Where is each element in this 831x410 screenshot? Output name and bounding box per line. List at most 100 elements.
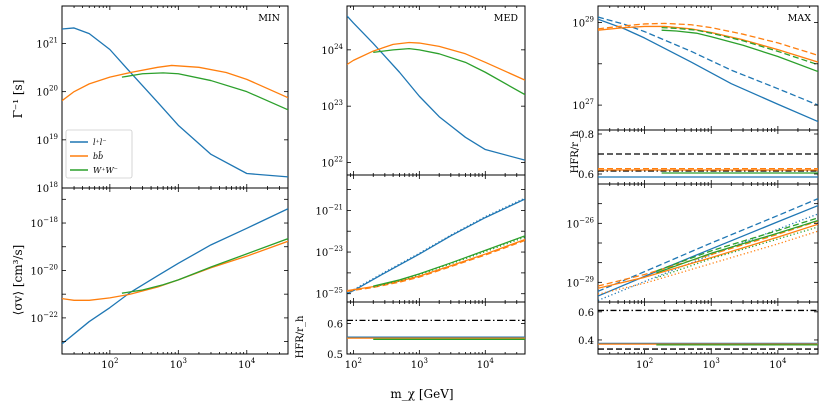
ylabel-hfr-med: HFR/r_h [295, 315, 306, 358]
series-med-decay-1 [347, 41, 525, 81]
xtick-label-med-hfr-0-base: 10 [345, 360, 358, 371]
ytick-label-min-sigma-1-exp: −20 [43, 263, 58, 271]
ytick-label-med-sigma-2-base: 10 [315, 206, 328, 217]
series-max-sigma-6 [656, 219, 818, 274]
ytick-label-med-sigma-2: 10−21 [315, 203, 343, 217]
ytick-label-min-decay-1-exp: 19 [49, 133, 58, 141]
series-max-sigma-3 [598, 223, 818, 289]
ytick-label-min-sigma-1-base: 10 [30, 266, 43, 277]
legend-label-ll: l⁺l⁻ [93, 138, 107, 147]
xtick-label-med-hfr-2-exp: 4 [489, 357, 494, 365]
ytick-label-max-decay-0-exp: 27 [585, 98, 594, 106]
ytick-label-max-hfr-bottom-0-base: 0.4 [578, 336, 594, 347]
xtick-label-max-hfr-bottom-1-exp: 3 [715, 357, 719, 365]
series-max-sigma-7 [656, 217, 818, 272]
ytick-label-med-sigma-0-exp: −25 [328, 287, 343, 295]
ytick-label-min-decay-3: 1021 [36, 36, 58, 50]
ytick-label-max-sigma-1-exp: −26 [579, 216, 594, 224]
ytick-label-min-decay-0-base: 10 [36, 184, 49, 195]
ytick-label-med-decay-0-exp: 22 [334, 156, 343, 164]
ytick-label-min-sigma-0-base: 10 [30, 314, 43, 325]
series-min-decay-2 [121, 72, 288, 111]
series-max-sigma-8 [656, 226, 818, 279]
ytick-label-min-sigma-2: 10−18 [30, 216, 58, 230]
series-med-decay-2 [373, 47, 525, 96]
xtick-label-med-hfr-2: 104 [477, 357, 495, 371]
ytick-label-min-decay-3-exp: 21 [49, 36, 58, 44]
xtick-label-min-sigma-2-base: 10 [238, 360, 251, 371]
series-min-sigma-0 [62, 208, 288, 345]
ytick-label-min-decay-0-exp: 18 [49, 181, 58, 189]
xtick-label-max-hfr-bottom-0-exp: 2 [649, 357, 653, 365]
ytick-label-max-hfr-bottom-1: 0.6 [578, 308, 594, 319]
series-max-sigma-2 [598, 213, 818, 302]
xtick-label-max-hfr-bottom-1: 103 [703, 357, 720, 371]
ytick-label-max-hfr-bottom-1-base: 0.6 [578, 308, 594, 319]
ylabel-decay: Γ⁻¹ [s] [11, 80, 25, 119]
xtick-label-max-hfr-bottom-0: 102 [636, 357, 653, 371]
series-min-sigma-1 [62, 240, 288, 301]
panel-max-hfr: 0.6 0.8 [578, 130, 819, 184]
ytick-label-min-decay-1-base: 10 [36, 136, 49, 147]
ylabel-sigma: ⟨σv⟩ [cm³/s] [11, 245, 25, 316]
ytick-label-max-decay-0-base: 10 [572, 101, 585, 112]
ytick-label-max-decay-0: 1027 [572, 98, 594, 112]
ytick-label-min-sigma-2-exp: −18 [43, 216, 58, 224]
ytick-label-med-hfr-0-base: 0.5 [327, 350, 343, 361]
ytick-label-min-decay-2-exp: 20 [49, 85, 58, 93]
ytick-label-max-decay-1-base: 10 [572, 18, 585, 29]
series-med-sigma-3 [347, 239, 525, 292]
series-med-sigma-4 [373, 235, 525, 287]
xtick-label-max-hfr-bottom-1-base: 10 [703, 360, 716, 371]
ytick-label-med-decay-0-base: 10 [321, 159, 334, 170]
xtick-label-min-sigma-2: 104 [238, 357, 256, 371]
ytick-label-max-sigma-0-base: 10 [566, 278, 579, 289]
xtick-label-min-sigma-0: 102 [101, 357, 118, 371]
legend: l⁺l⁻ bb̄ W⁺W⁻ [65, 129, 133, 179]
ylabel-hfr-max: HFR/r_h [570, 130, 581, 173]
ytick-label-med-decay-1: 1023 [321, 99, 343, 113]
series-max-decay-0 [598, 18, 818, 123]
ytick-label-max-hfr-0: 0.6 [578, 170, 594, 181]
plot-layer: 1018101910201021102210231024102710290.60… [30, 6, 819, 371]
xtick-label-med-hfr-2-base: 10 [477, 360, 490, 371]
xtick-label-med-hfr-1-exp: 3 [423, 357, 427, 365]
ytick-label-min-sigma-0: 10−22 [30, 311, 58, 325]
ytick-label-min-sigma-1: 10−20 [30, 263, 58, 277]
ytick-label-max-sigma-1-base: 10 [566, 219, 579, 230]
ytick-label-min-sigma-2-base: 10 [30, 219, 43, 230]
ytick-label-max-sigma-0: 10−29 [566, 275, 594, 289]
ytick-label-med-decay-2-exp: 24 [334, 43, 343, 51]
legend-label-ww: W⁺W⁻ [93, 166, 118, 175]
panel-title-max: MAX [788, 13, 812, 24]
ytick-label-max-decay-1: 1029 [572, 15, 594, 29]
panel-title-med: MED [494, 13, 519, 24]
xtick-label-med-hfr-1-base: 10 [411, 360, 424, 371]
ytick-label-min-decay-3-base: 10 [36, 39, 49, 50]
ytick-label-min-decay-2: 1020 [36, 85, 58, 99]
panel-med-hfr-frame [346, 301, 526, 355]
ytick-label-max-hfr-1: 0.8 [578, 130, 594, 141]
xtick-label-min-sigma-0-base: 10 [101, 360, 114, 371]
xtick-label-max-hfr-bottom-2-exp: 4 [782, 357, 787, 365]
legend-label-bb: bb̄ [93, 151, 103, 161]
xtick-label-min-sigma-1-base: 10 [170, 360, 183, 371]
series-med-sigma-5 [373, 236, 525, 288]
series-max-decay-1 [598, 16, 818, 106]
xlabel: m_χ [GeV] [390, 387, 453, 401]
ytick-label-max-sigma-0-exp: −29 [579, 275, 594, 283]
ytick-label-med-hfr-1-base: 0.6 [327, 319, 343, 330]
series-max-decay-2 [598, 25, 818, 63]
ytick-label-med-decay-1-exp: 23 [334, 99, 343, 107]
ytick-label-med-decay-1-base: 10 [321, 102, 334, 113]
panel-title-min: MIN [258, 13, 280, 24]
ytick-label-max-hfr-0-base: 0.6 [578, 170, 594, 181]
